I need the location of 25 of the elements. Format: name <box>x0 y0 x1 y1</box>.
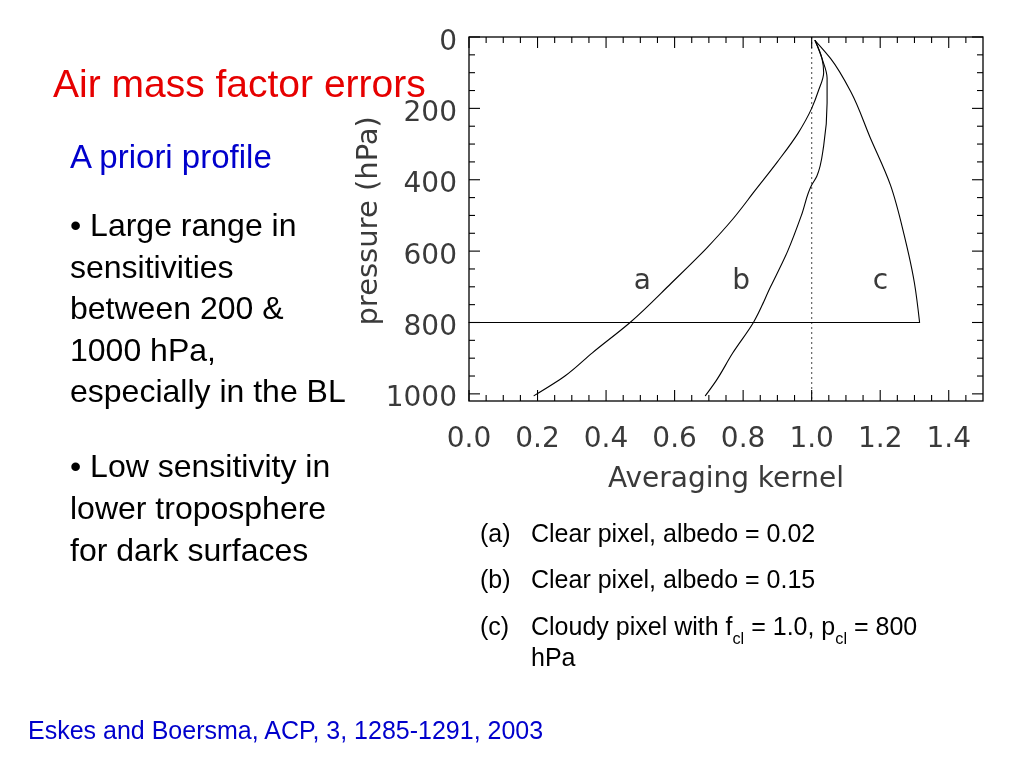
x-tick-label: 1.4 <box>926 420 971 454</box>
text: Eskes and Boersma, ACP, 3, 1285-1291, 2003 <box>28 716 544 744</box>
y-tick-label: 0 <box>439 23 457 57</box>
series-label: a <box>633 262 651 296</box>
y-tick-label: 800 <box>403 308 457 342</box>
x-tick-label: 0.0 <box>446 420 492 454</box>
series-label: b <box>732 262 751 296</box>
y-axis-title: pressure (hPa) <box>350 116 384 326</box>
x-tick-label: 0.8 <box>720 420 766 454</box>
text: (b) Clear pixel, albedo = 0.15 <box>480 565 816 593</box>
x-tick-label: 1.0 <box>789 420 834 454</box>
y-tick-label: 600 <box>403 237 457 271</box>
text: (c) Cloudy pixel with f$_{cl}$ = 1.0, p$_{cl}$ = 800 hPa <box>480 612 918 671</box>
x-tick-label: 1.2 <box>857 420 903 454</box>
series-label: c <box>872 262 889 296</box>
y-tick-label: 1000 <box>385 380 457 414</box>
text: • Low sensitivity in lower troposphere for dark surfaces <box>70 448 331 568</box>
x-tick-label: 0.2 <box>515 420 560 454</box>
x-tick-label: 0.4 <box>583 420 629 454</box>
x-tick-label: 0.6 <box>652 420 697 454</box>
y-tick-label: 400 <box>403 166 457 200</box>
text: • Large range in sensitivities between 200 & 1000 hPa, especially in the BL <box>70 207 346 409</box>
x-axis-title: Averaging kernel <box>607 460 845 494</box>
text: (a) Clear pixel, albedo = 0.02 <box>480 519 816 547</box>
text: A priori profile <box>70 138 272 175</box>
